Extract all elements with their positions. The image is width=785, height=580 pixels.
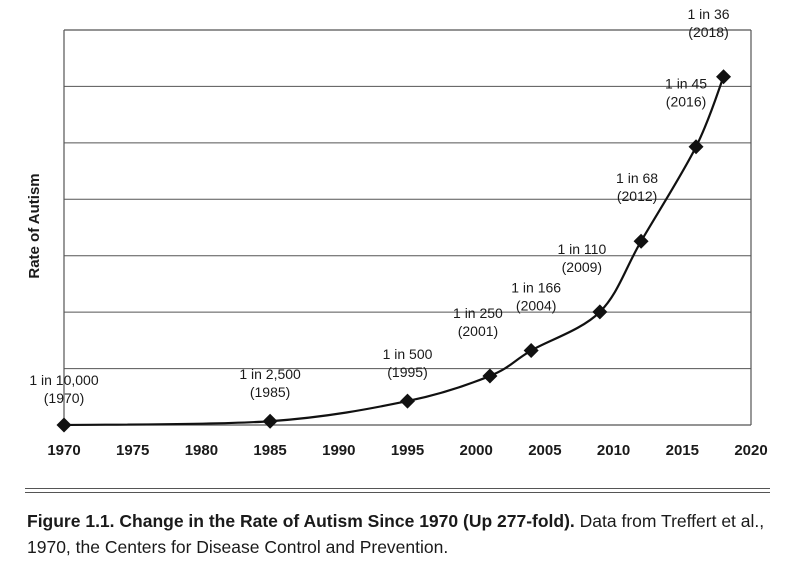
caption-divider-bottom [25,492,770,493]
x-tick-label: 1985 [253,442,286,459]
point-year-label: (2004) [516,298,556,314]
point-rate-label: 1 in 2,500 [239,366,301,382]
point-labels: 1 in 10,000 (1970) 1 in 2,500 (1985) 1 in 50… [29,6,729,406]
x-tick-label: 2015 [666,442,699,459]
data-point-marker [400,393,415,409]
x-tick-label: 2010 [597,442,630,459]
point-rate-label: 1 in 10,000 [29,372,98,388]
data-points [56,69,732,433]
point-year-label: (2012) [617,188,657,204]
data-point-marker [523,343,539,359]
autism-rate-chart: 1 in 10,000 (1970) 1 in 2,500 (1985) 1 in 50… [26,6,768,459]
x-tick-label: 1995 [391,442,424,459]
data-point-marker [592,304,608,320]
x-tick-labels: 1970 1975 1980 1985 1990 1995 2000 2005 2010 2015… [47,442,767,459]
data-point-marker [262,413,278,429]
x-tick-label: 1970 [47,442,80,459]
point-rate-label: 1 in 68 [616,170,658,186]
data-point-marker [716,69,732,85]
x-tick-label: 1980 [185,442,218,459]
point-year-label: (2001) [458,323,498,339]
y-axis-label: Rate of Autism [26,173,43,278]
data-point-marker [688,139,704,155]
point-rate-label: 1 in 166 [511,280,561,296]
x-tick-label: 2020 [734,442,767,459]
point-rate-label: 1 in 110 [557,241,606,257]
point-year-label: (2009) [562,259,602,275]
caption-title: Figure 1.1. Change in the Rate of Autism… [27,511,575,531]
point-year-label: (1995) [387,364,427,380]
point-year-label: (2016) [666,94,706,110]
point-year-label: (1970) [44,390,84,406]
point-rate-label: 1 in 36 [687,6,729,22]
x-tick-label: 1990 [322,442,355,459]
caption-text: Data from Treffert et al., 1970, the Cen… [27,511,765,557]
data-point-marker [56,417,72,433]
point-year-label: (1985) [250,384,290,400]
figure-caption: Figure 1.1. Change in the Rate of Autism… [27,508,772,560]
point-rate-label: 1 in 250 [453,305,503,321]
caption-divider-top [25,488,770,489]
point-rate-label: 1 in 45 [665,76,707,92]
point-year-label: (2018) [688,24,728,40]
data-point-marker [633,233,649,249]
x-tick-label: 1975 [116,442,149,459]
x-tick-label: 2000 [460,442,493,459]
data-point-marker [482,368,498,384]
x-tick-label: 2005 [528,442,561,459]
point-rate-label: 1 in 500 [383,346,433,362]
